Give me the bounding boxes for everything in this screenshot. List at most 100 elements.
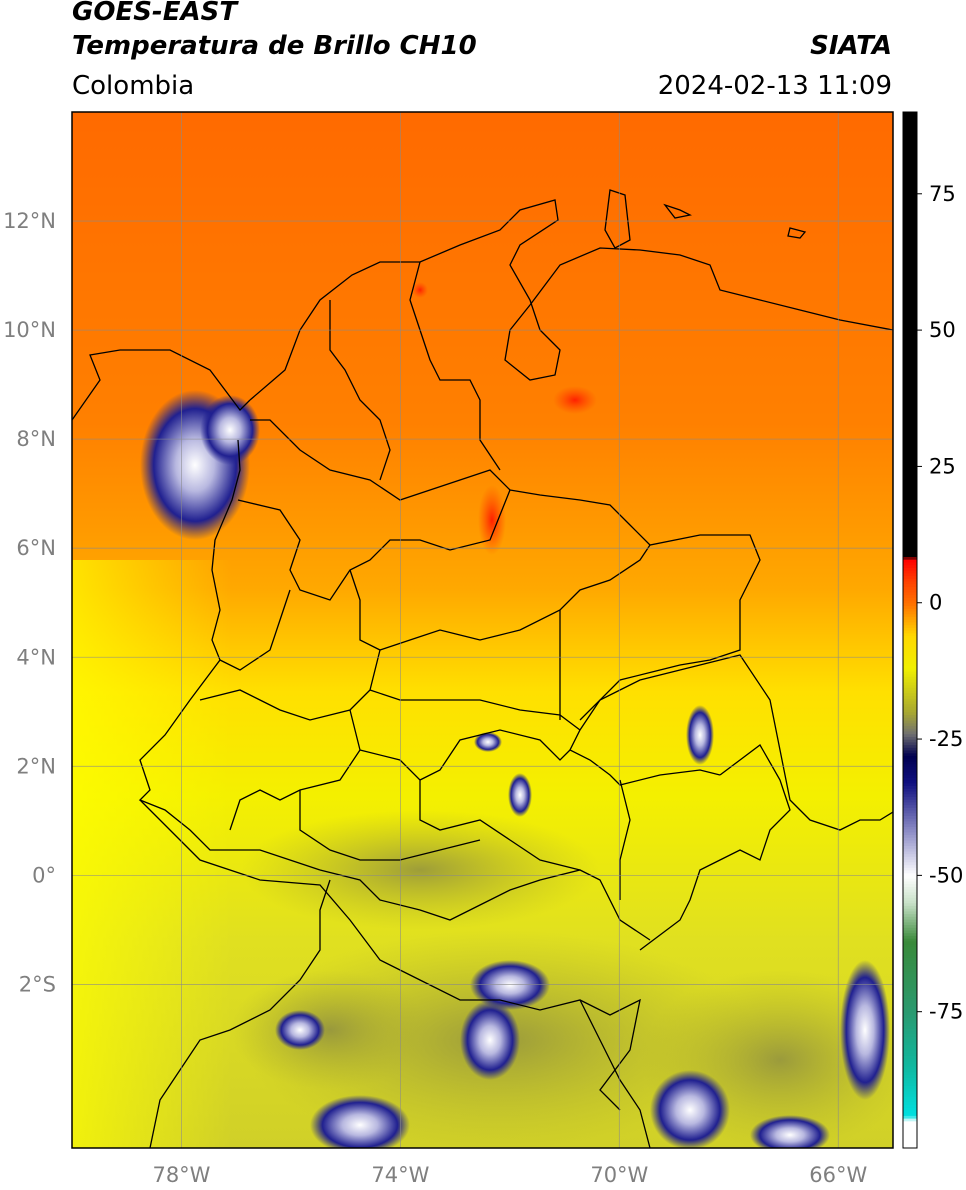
colorbar-band <box>903 477 917 481</box>
colorbar-band <box>903 1082 917 1086</box>
colorbar-band <box>903 651 917 656</box>
colorbar-band <box>903 1131 917 1135</box>
colombia-peru-border <box>319 869 651 941</box>
region-label: Colombia <box>72 71 195 101</box>
colorbar-band <box>903 400 917 405</box>
colorbar-band <box>903 1006 917 1010</box>
colorbar-band <box>903 177 917 181</box>
colorbar-band <box>903 450 917 454</box>
colorbar-band <box>903 801 917 806</box>
colorbar-band <box>903 556 917 560</box>
colorbar-band <box>903 458 917 462</box>
datetime-label: 2024-02-13 11:09 <box>657 71 892 101</box>
colorbar-band <box>903 122 917 127</box>
colorbar-band <box>903 845 917 849</box>
colorbar-tick-label: 50 <box>929 318 956 342</box>
colorbar-band <box>903 771 917 776</box>
colorbar-band <box>903 921 917 926</box>
colorbar-band <box>903 774 917 778</box>
colorbar-band <box>903 550 917 555</box>
colorbar-tick-label: -25 <box>929 727 963 751</box>
colorbar: 75 50 25 0 -25 -50 -75 <box>902 111 963 1149</box>
colorbar-band <box>903 684 917 688</box>
colorbar-band <box>903 755 917 759</box>
colorbar-band <box>903 351 917 356</box>
dept-6 <box>349 544 651 651</box>
colorbar-band <box>903 253 917 258</box>
pacific-coast <box>138 439 321 871</box>
colorbar-band <box>903 1047 917 1051</box>
colorbar-band <box>903 1123 917 1127</box>
colorbar-band <box>903 916 917 920</box>
colorbar-band <box>903 951 917 956</box>
colorbar-band <box>903 245 917 249</box>
dept-7 <box>199 649 381 721</box>
colorbar-band <box>903 700 917 705</box>
colorbar-band <box>903 788 917 792</box>
colorbar-band <box>903 779 917 784</box>
colorbar-band <box>903 883 917 887</box>
colorbar-band <box>903 376 917 380</box>
colorbar-band <box>903 812 917 816</box>
colorbar-band <box>903 114 917 119</box>
dept-13 <box>619 779 631 900</box>
colorbar-band <box>903 978 917 983</box>
colorbar-band <box>903 1052 917 1056</box>
colorbar-band <box>903 180 917 184</box>
map-frame <box>71 111 894 1149</box>
colorbar-band <box>903 163 917 168</box>
colorbar-band <box>903 1118 917 1122</box>
colorbar-band <box>903 880 917 885</box>
colorbar-band <box>903 965 917 969</box>
colorbar-band <box>903 182 917 187</box>
colorbar-band <box>903 362 917 367</box>
colorbar-band <box>903 152 917 157</box>
colorbar-band <box>903 559 917 563</box>
colorbar-band <box>903 728 917 732</box>
colorbar-band <box>903 540 917 544</box>
colorbar-band <box>903 229 917 233</box>
colorbar-tick-label: 0 <box>929 591 942 615</box>
colorbar-tick-label: -75 <box>929 1000 963 1024</box>
colorbar-band <box>903 826 917 830</box>
colorbar-band <box>903 659 917 664</box>
colorbar-band <box>903 711 917 716</box>
colorbar-band <box>903 212 917 217</box>
colorbar-band <box>903 501 917 506</box>
colorbar-band <box>903 730 917 735</box>
colorbar-band <box>903 954 917 958</box>
colorbar-band <box>903 365 917 369</box>
colorbar-band <box>903 902 917 906</box>
colorbar-band <box>903 338 917 342</box>
colorbar-band <box>903 264 917 268</box>
colorbar-band <box>903 668 917 672</box>
colorbar-band <box>903 341 917 345</box>
colorbar-band <box>903 1033 917 1037</box>
colorbar-band <box>903 717 917 721</box>
lat-tick-label: 8°N <box>16 427 56 451</box>
colorbar-band <box>903 1112 917 1116</box>
colorbar-band <box>903 316 917 320</box>
islands-2 <box>663 203 692 219</box>
colorbar-band <box>903 899 917 904</box>
colorbar-band <box>903 722 917 727</box>
colorbar-band <box>903 1098 917 1103</box>
colorbar-band <box>903 112 917 116</box>
colorbar-band <box>903 488 917 492</box>
colorbar-band <box>903 973 917 977</box>
colorbar-band <box>903 643 917 647</box>
colorbar-band <box>903 638 917 642</box>
colorbar-band <box>903 439 917 443</box>
colorbar-band <box>903 327 917 331</box>
colorbar-band <box>903 441 917 446</box>
colorbar-band <box>903 523 917 527</box>
colorbar-band <box>903 943 917 947</box>
colombia-venezuela-border <box>509 489 761 786</box>
colorbar-band <box>903 1104 917 1108</box>
colorbar-band <box>903 201 917 206</box>
colorbar-band <box>903 420 917 424</box>
colorbar-band <box>903 242 917 247</box>
colorbar-band <box>903 1041 917 1045</box>
lat-tick-label: 4°N <box>16 645 56 669</box>
colorbar-band <box>903 679 917 683</box>
